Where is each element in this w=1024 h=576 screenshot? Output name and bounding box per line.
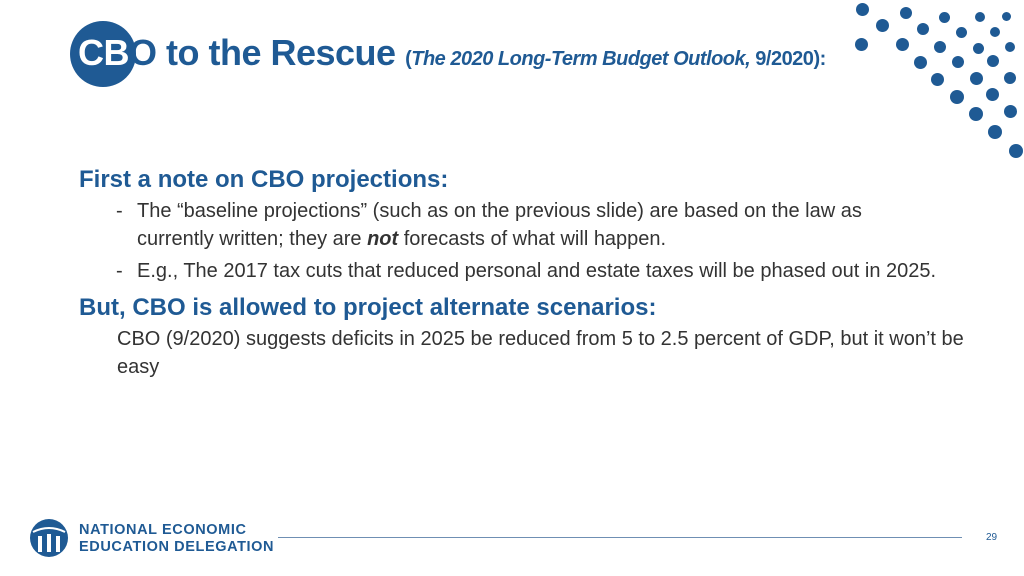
dot — [986, 88, 999, 101]
title-circle-accent — [70, 21, 136, 87]
dot — [1004, 105, 1017, 118]
dot — [988, 125, 1002, 139]
dot — [856, 3, 869, 16]
dot — [1009, 144, 1023, 158]
bullet-tax-cuts: - E.g., The 2017 tax cuts that reduced p… — [79, 257, 937, 285]
dot — [900, 7, 912, 19]
page-number: 29 — [986, 532, 998, 543]
dot — [914, 56, 927, 69]
ned-logo-icon — [30, 519, 68, 557]
title-cb: CB — [78, 32, 130, 73]
dot — [952, 56, 964, 68]
title-main: O to the Rescue — [129, 32, 396, 73]
footer-divider — [278, 537, 962, 538]
dot — [990, 27, 1000, 37]
org-name: NATIONAL ECONOMIC EDUCATION DELEGATION — [79, 522, 274, 556]
title-paren-close: ): — [813, 48, 826, 70]
dot — [1004, 72, 1016, 84]
dot — [876, 19, 889, 32]
slide-title: CBO to the Rescue (The 2020 Long-Term Bu… — [78, 30, 826, 82]
title-subtitle: (The 2020 Long-Term Budget Outlook, 9/20… — [405, 48, 826, 70]
bullet-baseline: - The “baseline projections” (such as on… — [79, 197, 937, 253]
title-paren-open: ( — [405, 48, 412, 70]
bullet-text: E.g., The 2017 tax cuts that reduced per… — [137, 260, 937, 282]
dot — [987, 55, 999, 67]
section2-heading: But, CBO is allowed to project alternate… — [79, 294, 657, 321]
dot — [1005, 42, 1015, 52]
dot — [970, 72, 983, 85]
dot — [939, 12, 950, 23]
bullet-text-before: The “baseline projections” (such as on t… — [137, 200, 862, 250]
bullet-dash: - — [116, 260, 123, 282]
dot — [969, 107, 983, 121]
section2-text: CBO (9/2020) suggests deficits in 2025 b… — [117, 328, 964, 378]
section1-heading: First a note on CBO projections: — [79, 166, 449, 193]
bullet-text-after: forecasts of what will happen. — [398, 228, 667, 250]
dot — [917, 23, 929, 35]
slide-body: First a note on CBO projections: - The “… — [79, 163, 979, 381]
org-name-line2: EDUCATION DELEGATION — [79, 539, 275, 555]
title-report-name: The 2020 Long-Term Budget Outlook, — [411, 48, 751, 70]
dot — [934, 41, 946, 53]
dot — [896, 38, 909, 51]
dot — [855, 38, 868, 51]
bullet-dash: - — [116, 200, 123, 222]
dot — [973, 43, 984, 54]
dot — [1002, 12, 1011, 21]
org-name-line1: NATIONAL ECONOMIC — [79, 522, 247, 538]
dot — [950, 90, 964, 104]
dot — [931, 73, 944, 86]
title-date: 9/2020 — [750, 48, 814, 70]
bullet-emphasis: not — [367, 228, 399, 250]
dot — [956, 27, 967, 38]
dot — [975, 12, 985, 22]
